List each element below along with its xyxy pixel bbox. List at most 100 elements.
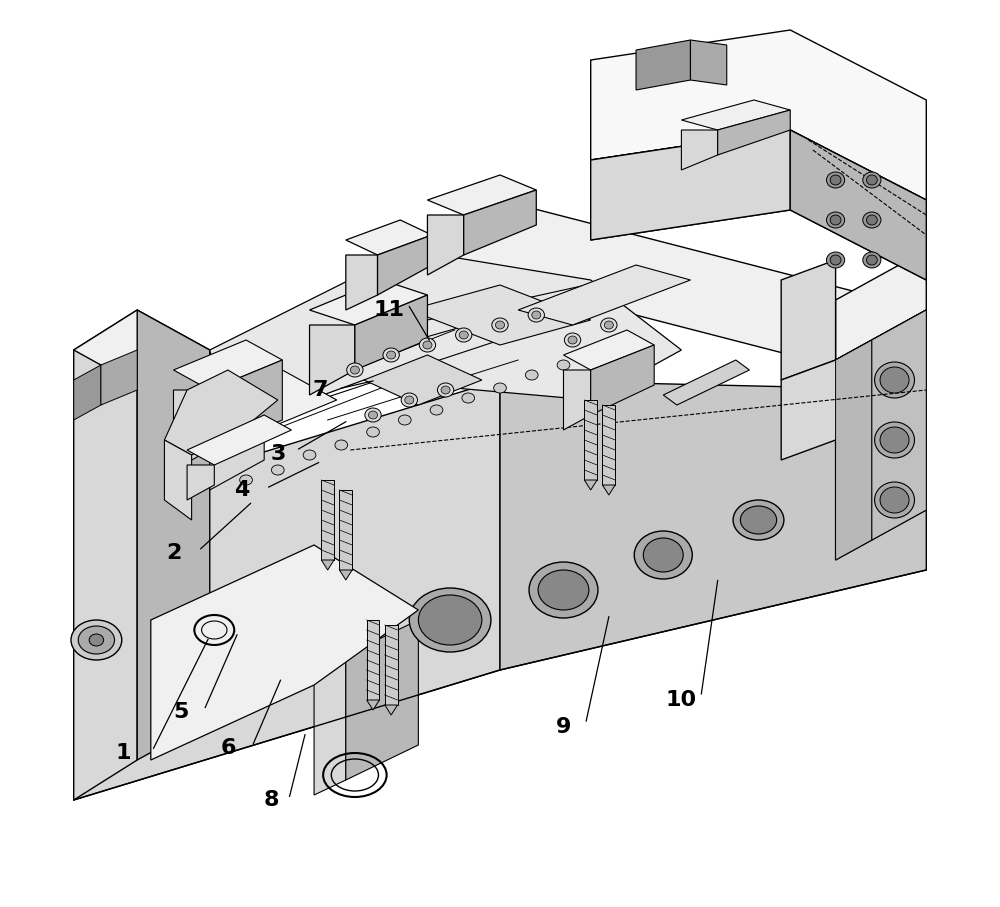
Ellipse shape <box>733 500 784 540</box>
Ellipse shape <box>71 620 122 660</box>
Ellipse shape <box>568 336 577 344</box>
Ellipse shape <box>830 255 841 265</box>
Text: 5: 5 <box>173 702 188 722</box>
Ellipse shape <box>494 383 506 393</box>
Polygon shape <box>187 465 214 500</box>
Polygon shape <box>836 250 926 360</box>
Polygon shape <box>310 325 355 395</box>
Text: 10: 10 <box>666 690 697 710</box>
Polygon shape <box>602 405 615 485</box>
Ellipse shape <box>387 351 396 359</box>
Ellipse shape <box>456 328 472 342</box>
Polygon shape <box>346 220 432 255</box>
Ellipse shape <box>89 634 104 646</box>
Text: 1: 1 <box>116 743 131 763</box>
Ellipse shape <box>830 175 841 185</box>
Ellipse shape <box>441 386 450 394</box>
Text: 9: 9 <box>556 717 571 737</box>
Polygon shape <box>164 440 192 520</box>
Ellipse shape <box>430 405 443 415</box>
Ellipse shape <box>368 411 378 419</box>
Polygon shape <box>314 610 418 660</box>
Polygon shape <box>355 295 427 370</box>
Ellipse shape <box>528 308 544 322</box>
Ellipse shape <box>863 212 881 228</box>
Ellipse shape <box>866 175 877 185</box>
Text: 2: 2 <box>166 543 181 563</box>
Polygon shape <box>591 345 654 415</box>
Polygon shape <box>690 40 727 85</box>
Polygon shape <box>339 490 352 570</box>
Polygon shape <box>210 360 282 450</box>
Ellipse shape <box>367 427 379 437</box>
Ellipse shape <box>459 331 468 339</box>
Ellipse shape <box>827 252 845 268</box>
Polygon shape <box>210 370 337 430</box>
Polygon shape <box>367 620 379 700</box>
Polygon shape <box>836 310 926 560</box>
Polygon shape <box>137 310 210 760</box>
Ellipse shape <box>365 408 381 422</box>
Ellipse shape <box>423 341 432 349</box>
Polygon shape <box>346 255 378 310</box>
Ellipse shape <box>827 212 845 228</box>
Ellipse shape <box>418 595 482 645</box>
Ellipse shape <box>492 318 508 332</box>
Polygon shape <box>314 655 346 795</box>
Polygon shape <box>187 415 291 465</box>
Polygon shape <box>790 130 926 280</box>
Polygon shape <box>663 360 749 405</box>
Polygon shape <box>427 215 464 275</box>
Polygon shape <box>74 200 926 510</box>
Polygon shape <box>602 485 615 495</box>
Text: 6: 6 <box>220 738 236 758</box>
Polygon shape <box>781 310 926 460</box>
Ellipse shape <box>525 370 538 380</box>
Ellipse shape <box>827 172 845 188</box>
Ellipse shape <box>240 475 252 485</box>
Ellipse shape <box>564 333 581 347</box>
Polygon shape <box>164 370 278 455</box>
Ellipse shape <box>347 363 363 377</box>
Ellipse shape <box>875 362 914 398</box>
Polygon shape <box>74 365 101 420</box>
Text: 4: 4 <box>234 480 249 500</box>
Ellipse shape <box>643 538 683 572</box>
Polygon shape <box>591 30 926 200</box>
Ellipse shape <box>880 487 909 513</box>
Polygon shape <box>346 620 418 780</box>
Ellipse shape <box>271 465 284 475</box>
Ellipse shape <box>880 427 909 453</box>
Polygon shape <box>427 175 536 215</box>
Ellipse shape <box>335 440 348 450</box>
Polygon shape <box>781 260 836 380</box>
Polygon shape <box>563 330 654 370</box>
Polygon shape <box>173 340 282 390</box>
Polygon shape <box>310 280 427 325</box>
Text: 7: 7 <box>313 380 328 400</box>
Text: 3: 3 <box>270 444 285 463</box>
Ellipse shape <box>437 383 454 397</box>
Polygon shape <box>101 350 137 405</box>
Polygon shape <box>518 265 690 325</box>
Ellipse shape <box>405 396 414 404</box>
Ellipse shape <box>875 422 914 458</box>
Ellipse shape <box>604 321 613 329</box>
Polygon shape <box>584 400 597 480</box>
Polygon shape <box>681 100 790 130</box>
Ellipse shape <box>383 348 399 362</box>
Ellipse shape <box>529 562 598 618</box>
Ellipse shape <box>350 366 359 374</box>
Polygon shape <box>378 235 432 295</box>
Ellipse shape <box>409 588 491 652</box>
Polygon shape <box>409 285 591 345</box>
Ellipse shape <box>880 367 909 393</box>
Polygon shape <box>74 310 137 800</box>
Ellipse shape <box>634 531 692 579</box>
Ellipse shape <box>863 252 881 268</box>
Ellipse shape <box>401 393 417 407</box>
Polygon shape <box>872 310 926 540</box>
Ellipse shape <box>78 626 115 654</box>
Polygon shape <box>151 545 418 760</box>
Ellipse shape <box>557 360 570 370</box>
